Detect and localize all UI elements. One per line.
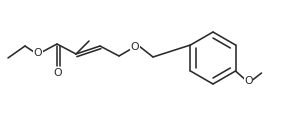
Text: O: O (244, 76, 253, 86)
Text: O: O (131, 42, 139, 52)
Text: O: O (34, 48, 42, 58)
Text: O: O (54, 68, 62, 78)
